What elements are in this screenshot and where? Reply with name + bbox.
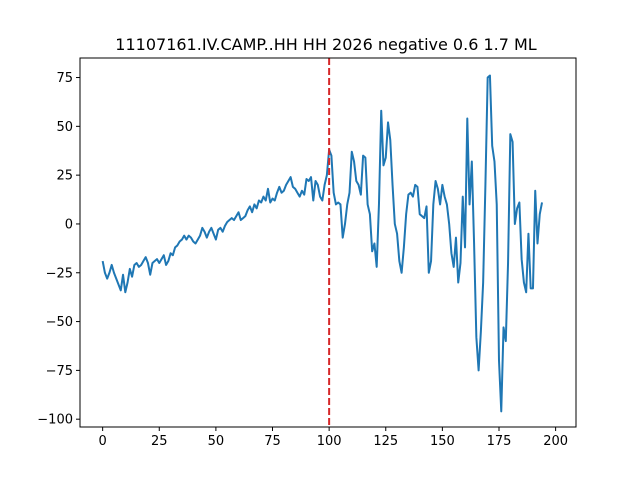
x-tick-label: 0: [99, 434, 107, 449]
y-tick-label: −75: [46, 364, 73, 379]
x-tick-label: 50: [208, 434, 225, 449]
x-tick-label: 175: [487, 434, 512, 449]
y-tick-label: 75: [56, 71, 73, 86]
y-tick-label: −25: [46, 266, 73, 281]
x-tick-label: 100: [317, 434, 342, 449]
y-tick-label: 25: [56, 169, 73, 184]
series-line: [101, 74, 544, 413]
x-tick-label: 150: [430, 434, 455, 449]
plot-area: 0 25 50 75 100 125 150 175 200 −100 −75 −50 −25 0 25 50…: [37, 57, 577, 449]
x-tick-label: 200: [543, 434, 568, 449]
y-tick-label: −50: [46, 315, 73, 330]
y-tick-label: 0: [65, 217, 73, 232]
x-tick-label: 75: [264, 434, 281, 449]
y-tick-label: −100: [37, 413, 73, 428]
axes-frame: [79, 57, 577, 428]
chart-title: 11107161.IV.CAMP..HH HH 2026 negative 0.…: [115, 35, 536, 54]
y-tick-label: 50: [56, 120, 73, 135]
x-tick-label: 125: [373, 434, 398, 449]
x-tick-label: 25: [151, 434, 168, 449]
